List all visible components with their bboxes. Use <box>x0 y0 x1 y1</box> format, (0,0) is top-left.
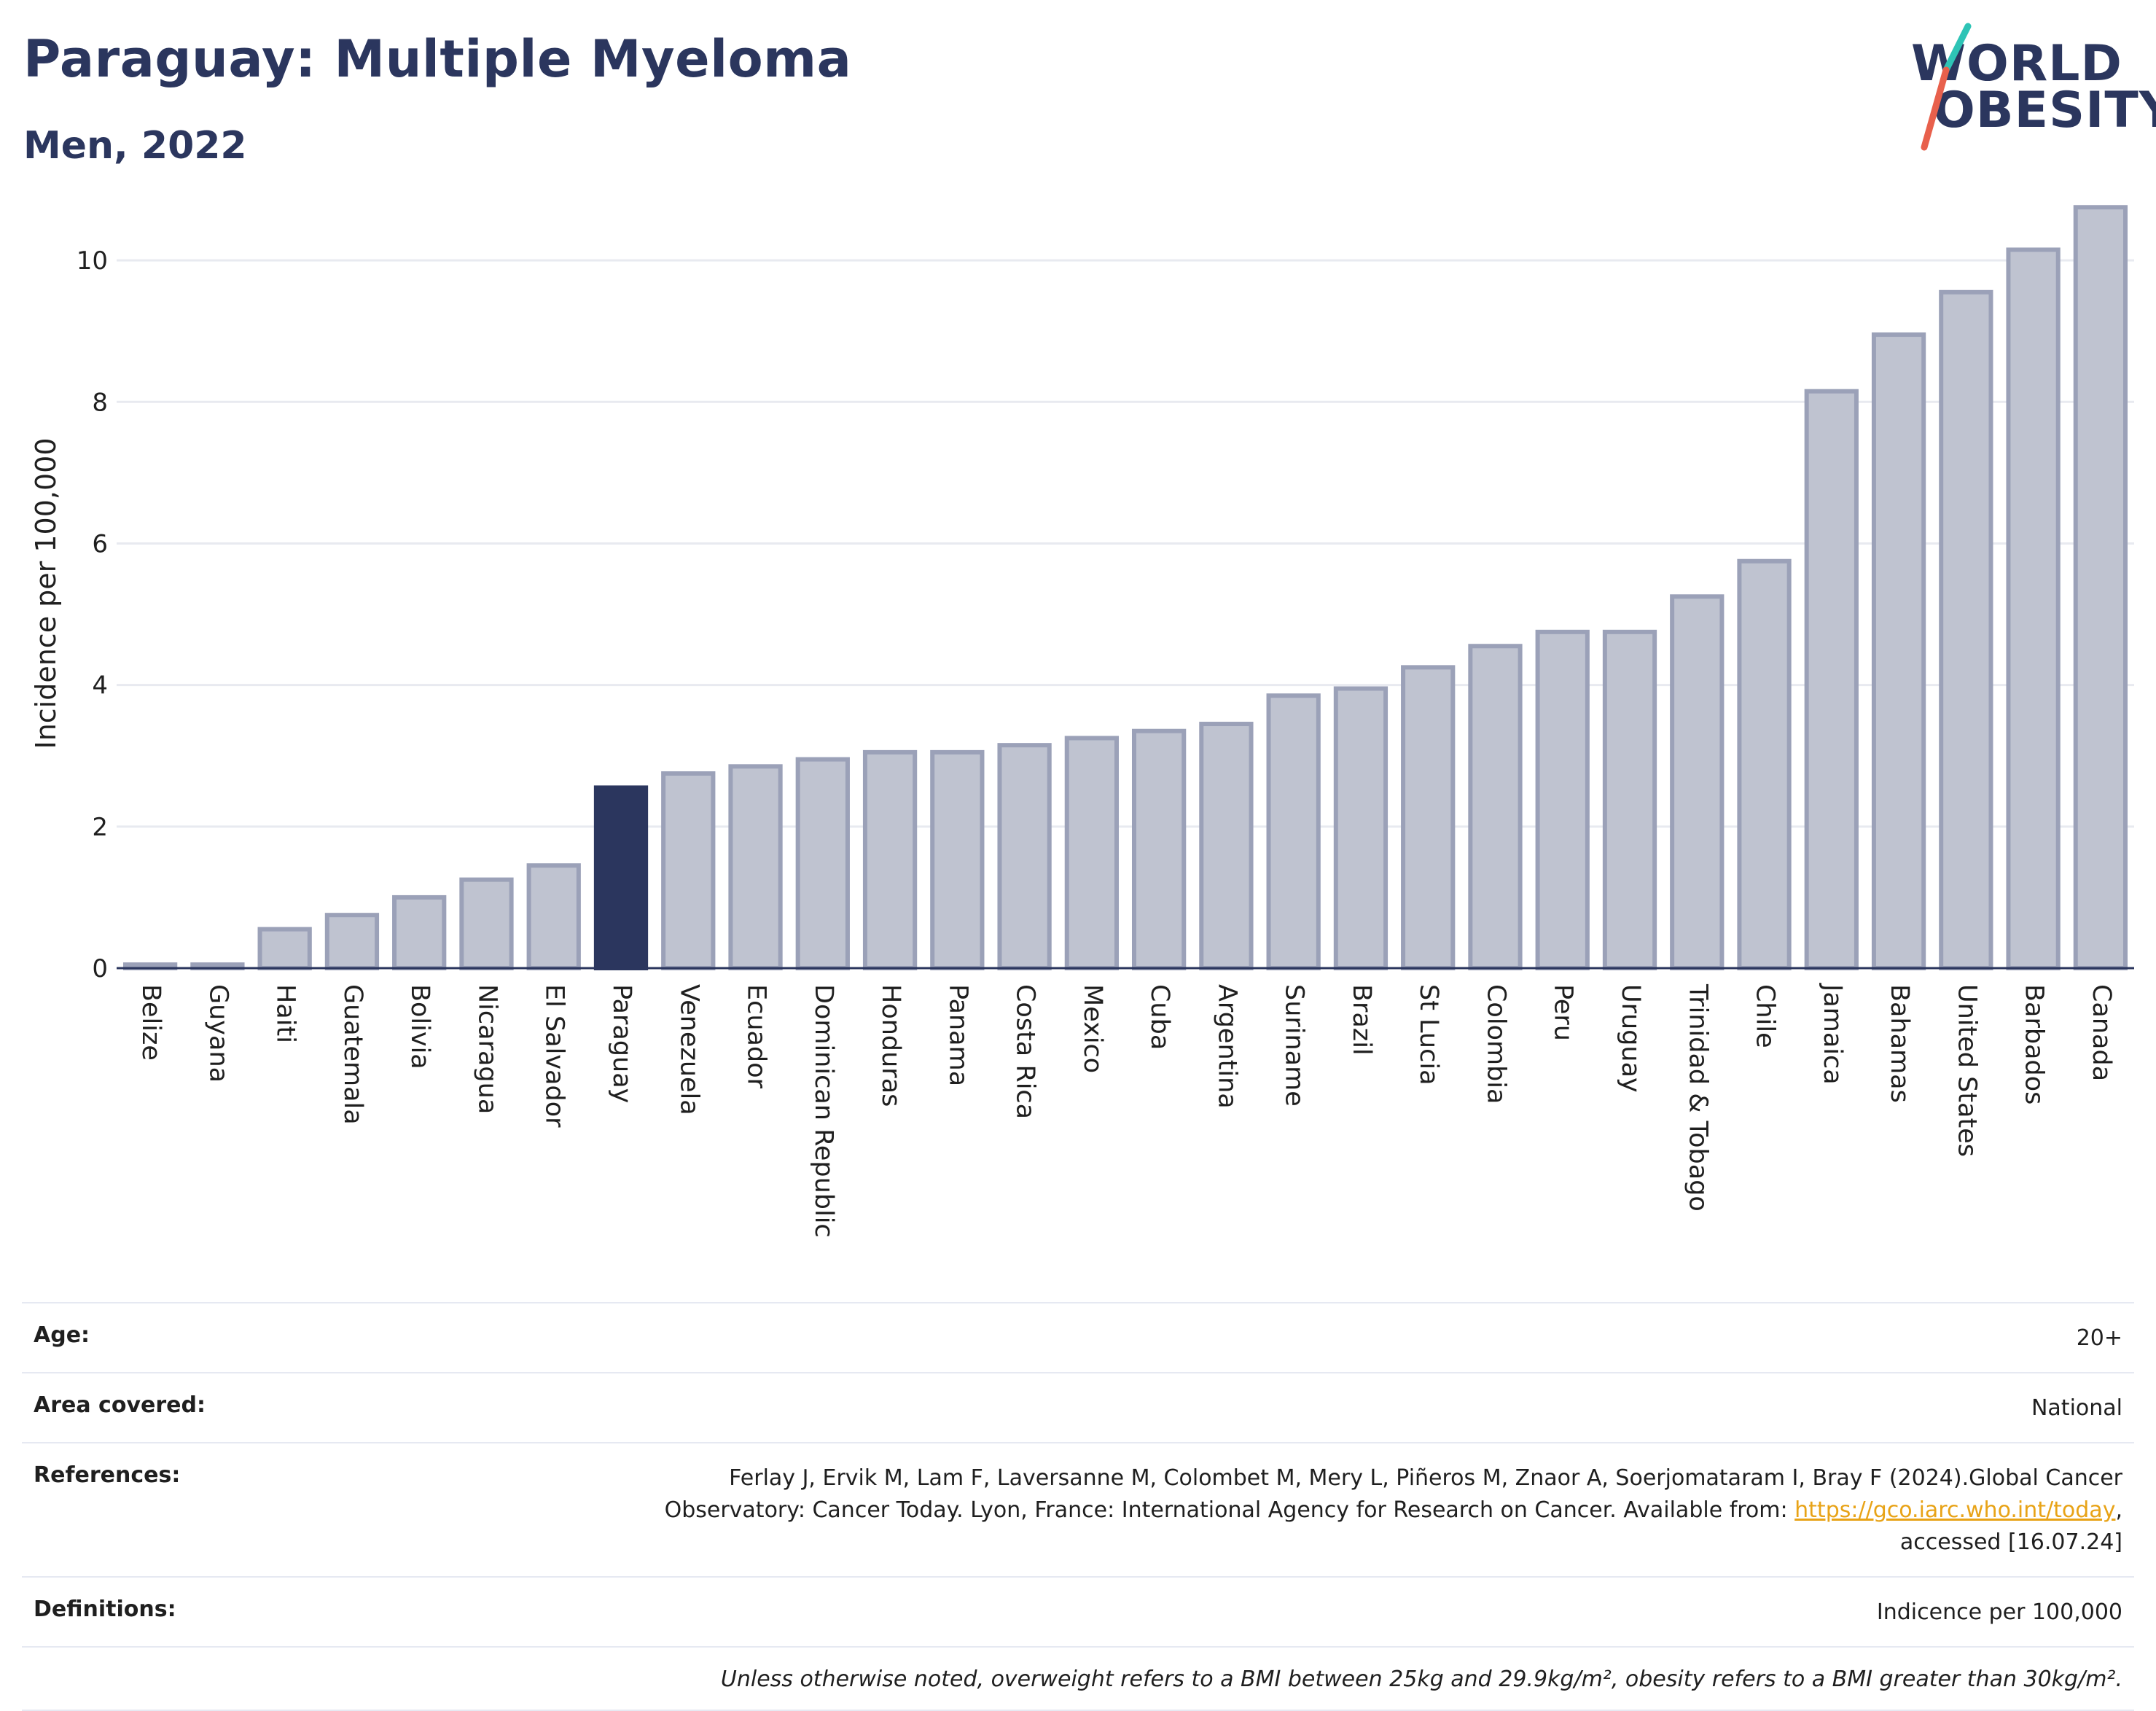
world-obesity-logo: WORLD OBESITY <box>1895 22 2156 153</box>
bar-bahamas <box>1871 332 1926 970</box>
x-tick-label: Colombia <box>1481 984 1510 1104</box>
bar-brazil <box>1333 686 1388 970</box>
logo-slash-icon <box>1921 23 1972 151</box>
y-tick-label: 8 <box>92 388 108 417</box>
x-tick-label: Canada <box>2087 984 2116 1081</box>
bar-el-salvador <box>526 863 581 971</box>
bar-jamaica <box>1804 389 1859 970</box>
bar-ecuador <box>728 764 783 970</box>
x-tick-label: St Lucia <box>1414 984 1443 1086</box>
references-line2: Observatory: Cancer Today. Lyon, France:… <box>664 1497 1795 1523</box>
references-value: Ferlay J, Ervik M, Lam F, Laversanne M, … <box>665 1462 2122 1559</box>
x-tick-label: Belize <box>136 984 165 1061</box>
x-tick-label: Chile <box>1751 984 1780 1048</box>
x-tick-label: Bolivia <box>405 984 434 1069</box>
bar-uruguay <box>1602 629 1657 970</box>
x-tick-label: Costa Rica <box>1011 984 1040 1119</box>
references-label: References: <box>34 1462 181 1488</box>
age-label: Age: <box>34 1322 90 1348</box>
bar-barbados <box>2006 247 2061 970</box>
x-tick-label: Haiti <box>271 984 300 1043</box>
bar-st-lucia <box>1401 665 1456 970</box>
bar-united-states <box>1939 289 1993 971</box>
bar-canada <box>2073 205 2128 971</box>
bar-suriname <box>1266 693 1321 970</box>
x-tick-label: Guatemala <box>338 984 367 1125</box>
x-tick-label: Barbados <box>2020 984 2049 1104</box>
logo-text-line2: OBESITY <box>1933 82 2156 139</box>
bar-chile <box>1737 558 1792 970</box>
page-title: Paraguay: Multiple Myeloma <box>23 29 852 89</box>
y-tick-label: 6 <box>92 529 108 558</box>
bar-colombia <box>1468 644 1523 971</box>
info-table: Age: 20+ Area covered: National Referenc… <box>22 1302 2134 1711</box>
references-link[interactable]: https://gco.iarc.who.int/today <box>1794 1497 2116 1523</box>
x-tick-label: Trinidad & Tobago <box>1683 983 1712 1212</box>
bar-panama <box>930 749 985 970</box>
age-value: 20+ <box>2076 1325 2122 1351</box>
x-tick-label: Guyana <box>203 984 233 1083</box>
y-axis-ticks: 0 2 4 6 8 10 <box>77 246 108 983</box>
x-tick-label: Bahamas <box>1885 984 1914 1103</box>
bars <box>122 205 2128 971</box>
y-tick-label: 10 <box>77 246 108 276</box>
bar-trinidad-tobago <box>1670 594 1725 970</box>
bar-dominican-republic <box>795 757 850 971</box>
y-axis-label: Incidence per 100,000 <box>30 437 62 749</box>
bar-honduras <box>862 749 918 970</box>
x-tick-label: Jamaica <box>1818 983 1847 1085</box>
x-axis-tick-labels: Belize Guyana Haiti Guatemala Bolivia Nicarag… <box>136 983 2116 1238</box>
page-subtitle: Men, 2022 <box>23 124 247 168</box>
definitions-label: Definitions: <box>34 1597 176 1622</box>
references-line3: accessed [16.07.24] <box>1899 1529 2122 1555</box>
x-tick-label: Peru <box>1549 984 1578 1041</box>
x-tick-label: Honduras <box>876 984 905 1107</box>
definitions-value: Indicence per 100,000 <box>1876 1599 2122 1625</box>
x-tick-label: Uruguay <box>1616 984 1645 1093</box>
x-tick-label: Paraguay <box>607 984 636 1103</box>
x-tick-label: El Salvador <box>540 984 569 1128</box>
area-label: Area covered: <box>34 1392 206 1418</box>
x-tick-label: Mexico <box>1078 984 1107 1073</box>
bar-venezuela <box>661 771 716 970</box>
bar-costa-rica <box>997 743 1052 970</box>
x-tick-label: Cuba <box>1145 984 1174 1050</box>
gridlines <box>117 259 2134 828</box>
x-tick-label: Ecuador <box>742 984 771 1089</box>
info-row-age: Age: 20+ <box>22 1302 2134 1372</box>
y-tick-label: 0 <box>92 954 108 983</box>
bar-bolivia <box>392 895 447 971</box>
x-tick-label: Suriname <box>1280 984 1309 1107</box>
x-tick-label: Dominican Republic <box>809 984 838 1238</box>
bar-mexico <box>1064 736 1120 970</box>
x-tick-label: Nicaragua <box>472 984 501 1114</box>
bar-cuba <box>1131 728 1187 971</box>
footnote: Unless otherwise noted, overweight refer… <box>720 1667 2122 1692</box>
x-tick-label: Panama <box>943 984 972 1086</box>
bar-haiti <box>257 927 312 970</box>
bar-guatemala <box>324 913 380 971</box>
x-tick-label: Brazil <box>1347 984 1376 1056</box>
info-row-area: Area covered: National <box>22 1372 2134 1442</box>
bar-nicaragua <box>459 877 514 970</box>
info-row-note: Unless otherwise noted, overweight refer… <box>22 1646 2134 1711</box>
y-tick-label: 2 <box>92 813 108 842</box>
area-value: National <box>2031 1395 2122 1421</box>
bar-paraguay <box>593 785 649 970</box>
y-tick-label: 4 <box>92 671 108 701</box>
references-line1: Ferlay J, Ervik M, Lam F, Laversanne M, … <box>729 1465 2122 1491</box>
info-row-definitions: Definitions: Indicence per 100,000 <box>22 1576 2134 1646</box>
x-tick-label: Venezuela <box>674 984 703 1115</box>
bar-argentina <box>1199 722 1254 970</box>
info-row-references: References: Ferlay J, Ervik M, Lam F, La… <box>22 1442 2134 1576</box>
x-tick-label: United States <box>1952 984 1981 1157</box>
references-comma: , <box>2115 1497 2122 1523</box>
x-tick-label: Argentina <box>1212 984 1241 1109</box>
bar-chart: 0 2 4 6 8 10 Belize Guyana Haiti Guatemala Bolivi… <box>30 205 2134 1238</box>
bar-peru <box>1535 629 1590 970</box>
